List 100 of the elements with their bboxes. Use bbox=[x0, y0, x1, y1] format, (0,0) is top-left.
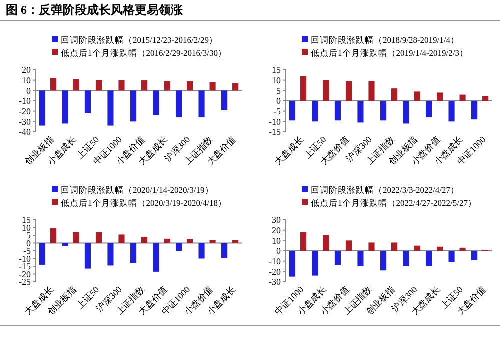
bar bbox=[346, 240, 352, 251]
bar bbox=[380, 101, 387, 121]
bar bbox=[334, 101, 341, 121]
y-tick-label: -10 bbox=[269, 256, 282, 266]
bar bbox=[437, 246, 444, 251]
bar bbox=[380, 251, 387, 271]
y-tick-label: 10 bbox=[272, 236, 282, 246]
bar bbox=[187, 81, 194, 91]
legend-label: 回调阶段涨跌幅（2015/12/23-2016/2/29） bbox=[61, 34, 218, 45]
bar bbox=[403, 101, 410, 124]
y-tick-label: 5 bbox=[26, 230, 32, 241]
bar bbox=[84, 243, 91, 269]
legend-label: 低点后1个月涨跌幅（2019/1/4-2019/2/3） bbox=[311, 48, 469, 58]
bar bbox=[96, 232, 102, 244]
bar bbox=[426, 101, 432, 118]
y-tick-label: 0 bbox=[26, 86, 32, 96]
bar bbox=[448, 101, 455, 122]
bar bbox=[368, 242, 375, 251]
bar bbox=[358, 251, 364, 266]
bar bbox=[130, 243, 137, 264]
bar bbox=[210, 82, 216, 91]
bar bbox=[96, 80, 102, 91]
bar bbox=[108, 243, 114, 266]
y-tick-label: -30 bbox=[269, 277, 282, 288]
y-tick-label: -5 bbox=[24, 246, 32, 256]
bar bbox=[232, 83, 239, 91]
bar bbox=[39, 243, 46, 265]
bar bbox=[312, 101, 318, 122]
y-tick-label: -15 bbox=[269, 127, 282, 138]
y-tick-label: 10 bbox=[22, 222, 32, 233]
y-tick-label: -20 bbox=[269, 266, 282, 277]
bar bbox=[118, 234, 125, 244]
y-tick-label: 15 bbox=[272, 65, 282, 76]
y-tick-label: 0 bbox=[26, 238, 32, 248]
y-tick-label: -20 bbox=[19, 269, 32, 280]
bar bbox=[482, 96, 489, 101]
y-tick-label: 10 bbox=[272, 75, 282, 86]
y-tick-label: -5 bbox=[274, 106, 282, 116]
legend-label: 低点后1个月涨跌幅（2020/3/19-2020/4/18） bbox=[61, 198, 228, 208]
y-tick-label: 20 bbox=[272, 225, 282, 236]
chart-title: 图 6：反弹阶段成长风格更易领涨 bbox=[6, 3, 184, 17]
bar bbox=[50, 78, 56, 91]
legend-label: 回调阶段涨跌幅（2018/9/28-2019/1/4） bbox=[311, 34, 460, 45]
y-tick-label: -40 bbox=[19, 127, 32, 138]
bar bbox=[414, 246, 420, 251]
bar bbox=[108, 90, 114, 126]
bar bbox=[391, 242, 398, 251]
bar bbox=[73, 232, 80, 244]
y-tick-label: 30 bbox=[272, 215, 282, 226]
bar bbox=[312, 251, 318, 276]
bar bbox=[130, 90, 137, 122]
bar bbox=[232, 240, 239, 244]
bar bbox=[153, 243, 160, 272]
bar bbox=[346, 81, 352, 101]
bar bbox=[187, 239, 194, 244]
bar bbox=[62, 243, 68, 246]
bar bbox=[391, 88, 398, 101]
bar bbox=[141, 80, 148, 91]
bar bbox=[334, 251, 341, 266]
bar bbox=[414, 92, 420, 101]
bar bbox=[460, 94, 466, 101]
x-tick-label: 大盘成长 bbox=[273, 134, 306, 168]
bar bbox=[358, 101, 364, 123]
y-tick-label: 20 bbox=[22, 65, 32, 76]
bar bbox=[300, 232, 306, 251]
legend-label: 回调阶段涨跌幅（2022/3/3-2022/4/27） bbox=[311, 184, 460, 195]
bar bbox=[300, 76, 306, 101]
y-tick-label: 0 bbox=[276, 246, 282, 256]
bar bbox=[62, 90, 68, 124]
bar bbox=[222, 243, 228, 258]
bar bbox=[39, 90, 46, 126]
bar bbox=[164, 238, 170, 244]
bar bbox=[368, 81, 375, 101]
bar bbox=[448, 251, 455, 262]
y-tick-label: 15 bbox=[22, 215, 32, 226]
bar bbox=[176, 243, 182, 251]
bar bbox=[289, 251, 296, 277]
bar bbox=[198, 243, 205, 259]
bar bbox=[403, 251, 410, 266]
bar bbox=[472, 101, 478, 120]
bar bbox=[323, 80, 330, 101]
bar bbox=[210, 240, 216, 244]
legend-label: 回调阶段涨跌幅（2020/1/14-2020/3/19） bbox=[61, 184, 214, 195]
y-tick-label: -20 bbox=[19, 106, 32, 116]
y-tick-label: -15 bbox=[19, 262, 32, 272]
bar bbox=[176, 90, 182, 118]
bar bbox=[472, 251, 478, 260]
bar bbox=[164, 81, 170, 91]
bar bbox=[437, 92, 444, 101]
y-tick-label: -10 bbox=[19, 254, 32, 264]
y-tick-label: -30 bbox=[19, 116, 32, 127]
y-tick-label: -25 bbox=[19, 277, 32, 288]
bar bbox=[84, 90, 91, 114]
bar bbox=[153, 90, 160, 116]
legend-label: 低点后1个月涨跌幅（2016/2/29-2016/3/30） bbox=[61, 48, 228, 58]
y-tick-label: -10 bbox=[269, 116, 282, 127]
y-tick-label: 10 bbox=[22, 75, 32, 86]
bar bbox=[426, 251, 432, 266]
bar bbox=[50, 228, 56, 244]
legend-label: 低点后1个月涨跌幅（2022/4/27-2022/5/27） bbox=[311, 198, 478, 208]
